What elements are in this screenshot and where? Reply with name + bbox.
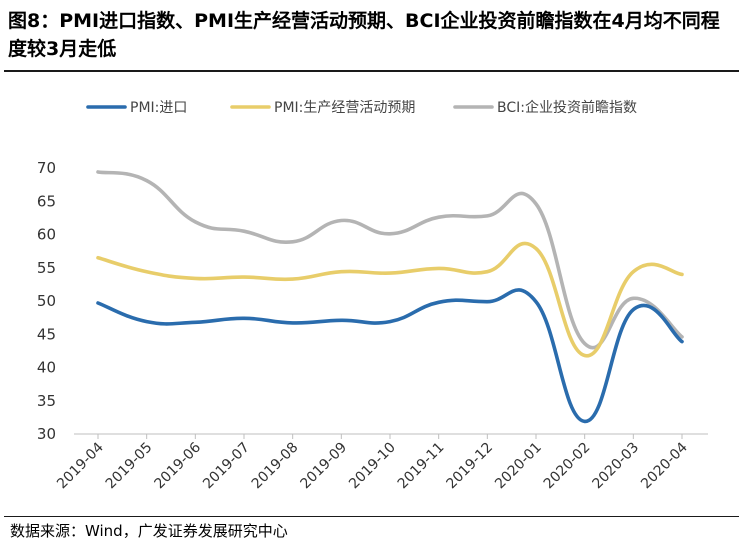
source-note: 数据来源：Wind，广发证券发展研究中心 <box>10 522 288 540</box>
y-tick-label: 30 <box>37 425 56 443</box>
x-axis: 2019-042019-052019-062019-072019-082019-… <box>54 433 708 493</box>
x-tick-label: 2020-01 <box>492 440 545 493</box>
x-tick-label: 2019-07 <box>200 440 253 493</box>
line-chart: PMI:进口 PMI:生产经营活动预期 BCI:企业投资前瞻指数 30 35 40 45 5… <box>37 99 708 493</box>
y-tick-label: 40 <box>37 359 56 377</box>
x-tick-label: 2019-12 <box>443 440 496 493</box>
y-tick-label: 60 <box>37 226 56 244</box>
source-divider <box>4 516 739 517</box>
y-tick-label: 65 <box>37 192 56 210</box>
x-tick-label: 2019-08 <box>249 440 302 493</box>
title-divider <box>4 70 739 72</box>
x-tick-label: 2020-02 <box>541 440 594 493</box>
y-tick-label: 50 <box>37 292 56 310</box>
legend-label: PMI:生产经营活动预期 <box>274 100 415 116</box>
legend: PMI:进口 PMI:生产经营活动预期 BCI:企业投资前瞻指数 <box>86 99 637 116</box>
page-title: 图8：PMI进口指数、PMI生产经营活动预期、BCI企业投资前瞻指数在4月均不同… <box>8 10 720 60</box>
series-line-1 <box>96 288 684 424</box>
y-axis: 30 35 40 45 50 55 60 65 70 <box>37 159 56 443</box>
series-line-3 <box>96 170 684 350</box>
x-tick-label: 2019-10 <box>346 440 399 493</box>
x-tick-label: 2020-03 <box>589 440 642 493</box>
x-tick-label: 2020-04 <box>638 439 691 492</box>
x-tick-label: 2019-06 <box>151 439 204 492</box>
series-layer <box>96 170 684 424</box>
x-tick-label: 2019-09 <box>297 440 350 493</box>
legend-label: BCI:企业投资前瞻指数 <box>497 99 637 116</box>
y-tick-label: 70 <box>37 159 56 177</box>
y-tick-label: 55 <box>37 259 56 277</box>
x-tick-label: 2019-11 <box>395 440 448 493</box>
x-tick-label: 2019-04 <box>54 439 107 492</box>
y-tick-label: 45 <box>37 325 56 343</box>
series-line-2 <box>96 241 684 358</box>
x-tick-label: 2019-05 <box>103 440 156 493</box>
y-tick-label: 35 <box>37 392 56 410</box>
legend-label: PMI:进口 <box>130 100 187 116</box>
